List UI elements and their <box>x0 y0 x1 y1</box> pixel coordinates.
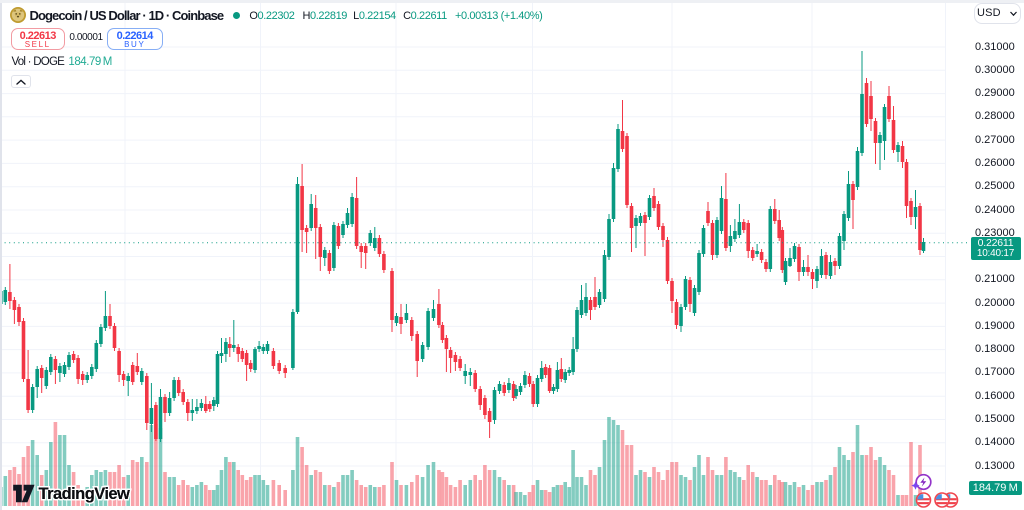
svg-text:TradingView: TradingView <box>39 485 131 503</box>
svg-text:TradingView: TradingView <box>39 485 131 503</box>
